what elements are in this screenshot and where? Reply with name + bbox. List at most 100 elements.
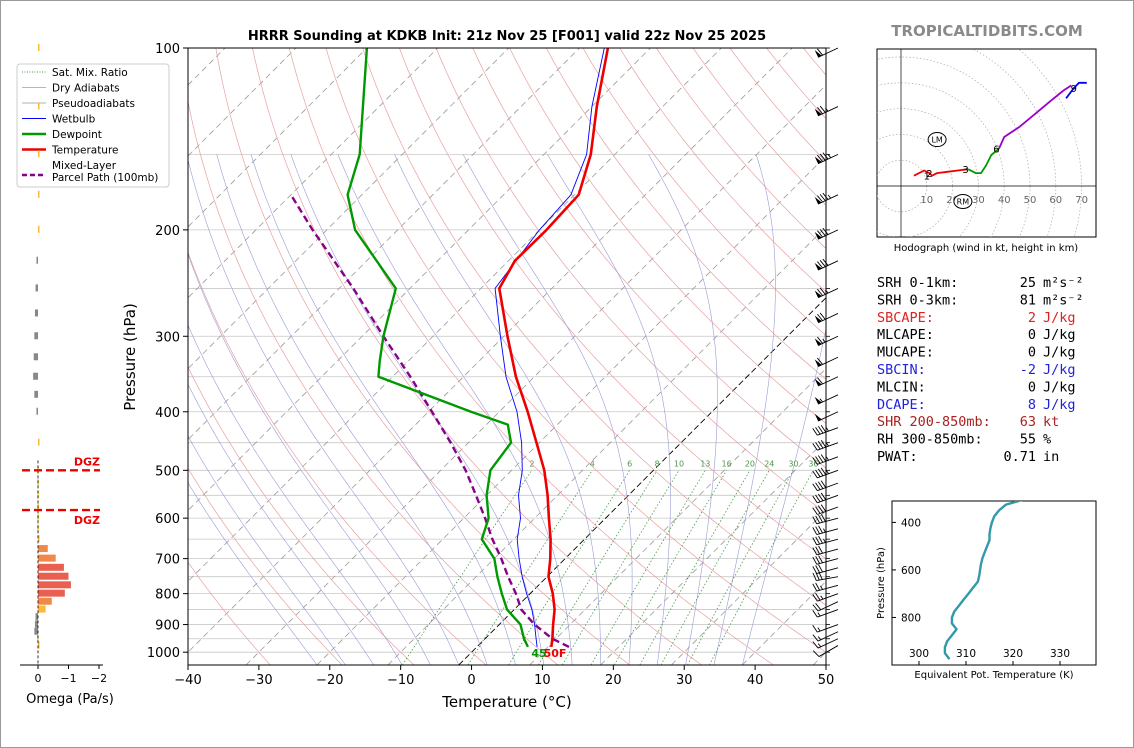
barb-half: [819, 398, 823, 403]
barb-flag: [814, 396, 822, 405]
wind-barb: [812, 504, 839, 515]
mixing-ratio-line: [590, 470, 706, 665]
dry-adiabat: [545, 48, 826, 380]
theta-e-x-tick-label: 310: [956, 648, 976, 660]
x-tick-label: 20: [605, 673, 622, 688]
wind-barb: [812, 631, 839, 642]
wind-barb: [814, 335, 839, 346]
barb-flag: [814, 413, 822, 422]
barb-full: [815, 494, 821, 503]
skewt-legend: Sat. Mix. Ratio Dry Adiabats Pseudoadiabat…: [16, 63, 170, 188]
omega-bar: [38, 535, 40, 543]
barb-full: [822, 192, 829, 200]
barb-full: [817, 357, 823, 365]
barb-half: [825, 107, 829, 112]
barb-full: [817, 455, 824, 463]
barb-staff: [817, 494, 839, 504]
barb-full: [820, 504, 827, 512]
x-tick-label: 10: [534, 673, 551, 688]
wind-barb: [812, 467, 839, 479]
barb-full: [812, 572, 817, 581]
barb-half: [823, 538, 826, 543]
y-tick-label: 100: [155, 42, 180, 57]
wind-barb: [814, 287, 839, 299]
index-value: 63: [1020, 414, 1036, 430]
barb-half: [825, 427, 829, 432]
omega-bar: [38, 581, 71, 589]
wind-barb: [812, 564, 839, 574]
barb-full: [817, 493, 824, 502]
isotherm-line: [529, 368, 826, 665]
barb-staff: [817, 609, 839, 618]
omega-bar: [34, 309, 38, 317]
omega-bar: [37, 491, 39, 499]
barb-full: [820, 454, 827, 462]
mixing-ratio-label: 13: [700, 459, 710, 468]
legend-box: [16, 63, 170, 188]
barb-full: [815, 536, 821, 545]
omega-bar: [38, 102, 40, 110]
pseudoadiabat: [216, 154, 488, 665]
index-label: PWAT:: [877, 449, 918, 465]
omega-bar: [33, 372, 38, 380]
hodograph-ring-label: 30: [972, 195, 985, 206]
barb-full: [817, 48, 823, 56]
theta-e-x-tick-label: 320: [1003, 648, 1023, 660]
dgz-label: DGZ: [74, 514, 100, 527]
barb-full: [820, 440, 827, 448]
barb-full: [815, 456, 821, 464]
theta-e-y-tick-label: 400: [901, 517, 921, 529]
barb-staff: [816, 558, 839, 565]
x-tick-label: −20: [316, 673, 343, 688]
barb-full: [812, 566, 818, 574]
omega-bar: [38, 150, 40, 158]
barb-full: [818, 564, 823, 573]
mixing-ratio-line: [561, 470, 680, 665]
barb-full: [818, 545, 823, 554]
wind-barb: [812, 571, 839, 581]
y-tick-label: 600: [155, 512, 180, 527]
legend-label-line: Temperature: [51, 145, 119, 157]
legend-label: Dewpoint: [52, 129, 102, 141]
hodograph: 10 20 30 40 50 60 70 12 3 6 9 LM RM Hodograph (wind…: [876, 48, 1097, 254]
x-tick-label: −10: [387, 673, 414, 688]
barb-full: [815, 593, 821, 601]
index-label: RH 300-850mb:: [877, 432, 983, 448]
wind-barb: [814, 376, 839, 387]
mixing-ratio-line: [660, 470, 770, 665]
barb-staff: [816, 584, 839, 592]
legend-label: Sat. Mix. Ratio: [52, 67, 128, 79]
theta-e-frame: [891, 500, 1097, 666]
barb-full: [817, 481, 824, 489]
mixing-ratio-line: [402, 470, 533, 665]
barb-half: [825, 456, 829, 461]
mixing-ratio-label: 36: [808, 459, 818, 468]
barb-staff: [817, 482, 839, 492]
legend-label-line: Sat. Mix. Ratio: [52, 67, 128, 79]
theta-e-y-tick-label: 800: [901, 612, 921, 624]
mixing-ratio-label: 10: [674, 459, 684, 468]
wind-barb: [812, 645, 839, 657]
wind-barb: [812, 555, 839, 565]
hodograph-height-label: 1: [924, 172, 930, 183]
temperature-trace: [498, 48, 610, 648]
barb-full: [819, 229, 826, 237]
hodograph-ring-label: 50: [1024, 195, 1037, 206]
omega-bar: [38, 438, 40, 446]
barb-staff: [816, 548, 839, 556]
barb-staff: [817, 456, 839, 465]
mixing-ratio-line: [709, 470, 814, 665]
barb-full: [815, 482, 821, 490]
barb-half: [825, 442, 829, 447]
wind-barb: [812, 525, 839, 535]
index-label: MUCAPE:: [877, 345, 934, 361]
wetbulb-trace: [494, 48, 605, 647]
omega-bar: [38, 554, 56, 562]
barb-full: [819, 260, 826, 267]
barb-half: [820, 595, 824, 600]
omega-bar: [34, 627, 38, 635]
barb-staff: [817, 394, 839, 405]
index-value: 0: [1028, 327, 1036, 343]
skewt-plot: 2 4 6 8 10 13 16 20 24 30 36 −40 −30 −20 −10 0 10 20 30 40…: [121, 42, 834, 711]
